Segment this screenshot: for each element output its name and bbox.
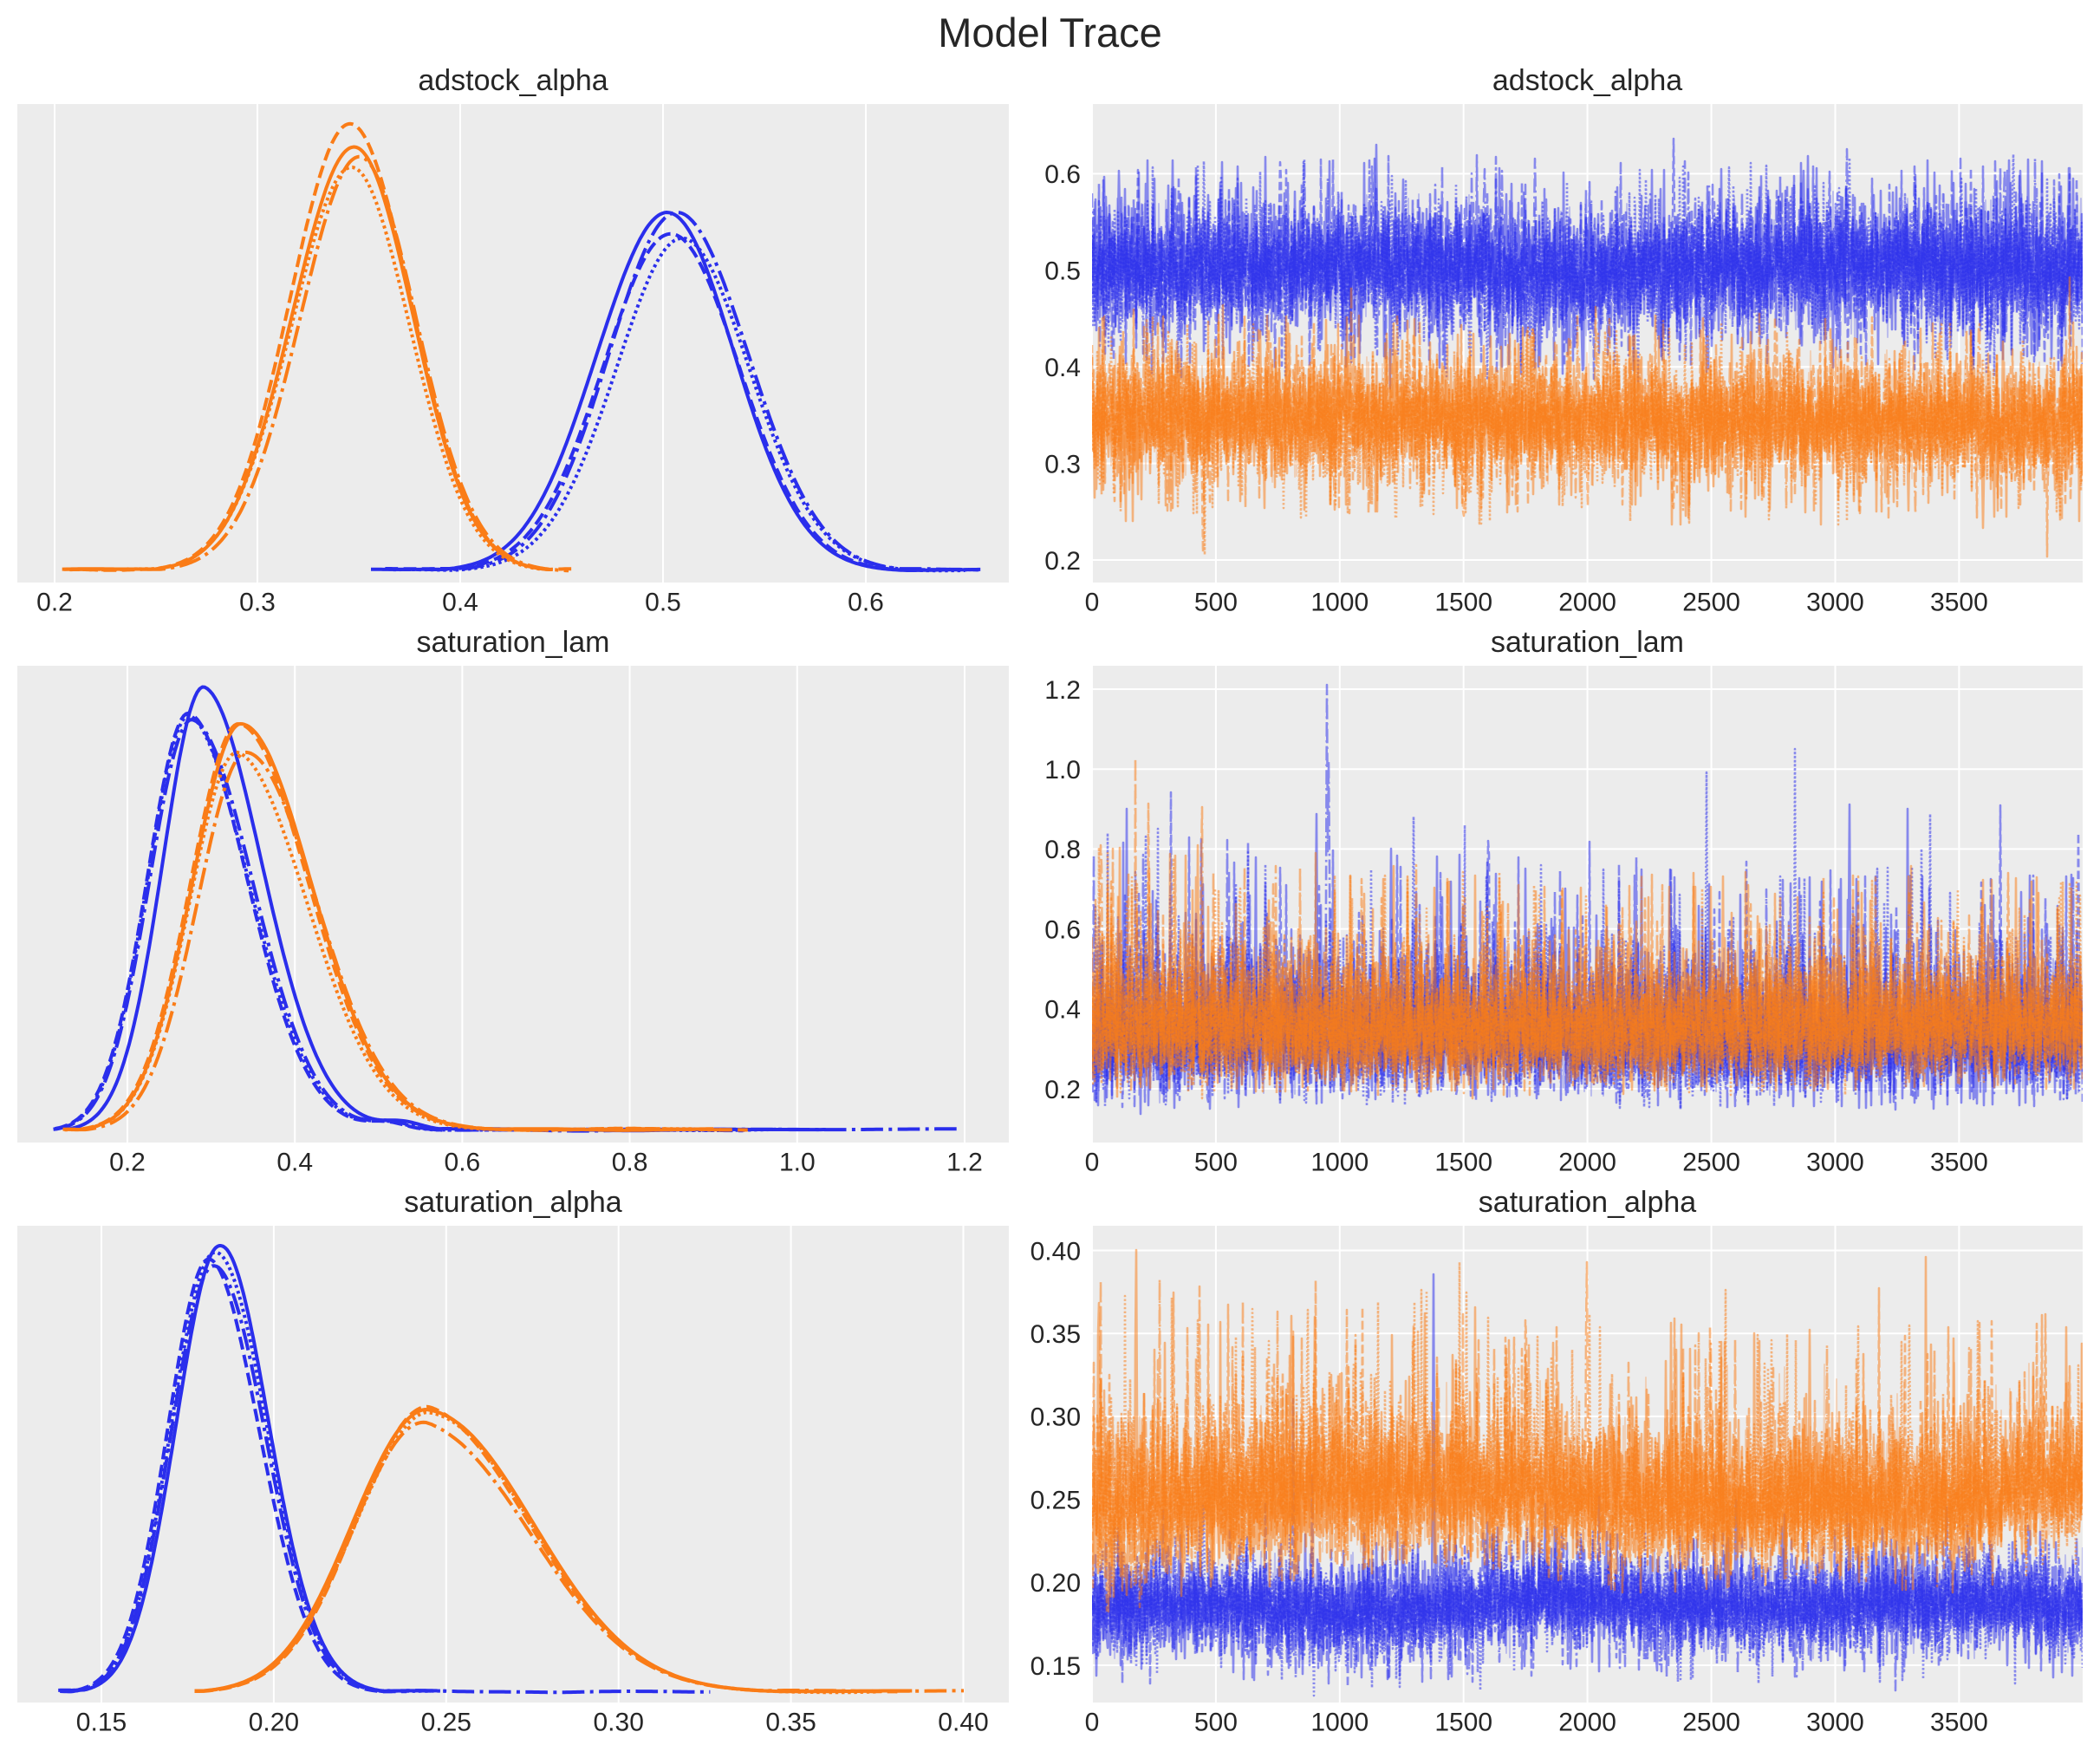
svg-text:0.15: 0.15 [76, 1709, 127, 1737]
svg-text:0.8: 0.8 [612, 1149, 648, 1177]
svg-text:1500: 1500 [1434, 1149, 1492, 1177]
svg-text:500: 500 [1194, 589, 1238, 617]
svg-text:saturation_lam: saturation_lam [416, 626, 609, 659]
svg-text:1.0: 1.0 [779, 1149, 816, 1177]
svg-text:0.20: 0.20 [1030, 1569, 1081, 1598]
svg-text:0.4: 0.4 [442, 589, 478, 617]
svg-text:saturation_lam: saturation_lam [1491, 626, 1684, 659]
svg-text:0.4: 0.4 [1044, 996, 1081, 1025]
svg-text:0.6: 0.6 [1044, 160, 1081, 189]
svg-text:saturation_alpha: saturation_alpha [1479, 1186, 1697, 1219]
svg-text:0.40: 0.40 [938, 1709, 988, 1737]
svg-text:adstock_alpha: adstock_alpha [418, 64, 608, 97]
svg-text:0.4: 0.4 [276, 1149, 313, 1177]
svg-text:0.3: 0.3 [1044, 450, 1081, 479]
svg-text:0.3: 0.3 [239, 589, 276, 617]
svg-text:1.0: 1.0 [1044, 756, 1081, 785]
svg-text:1000: 1000 [1310, 589, 1369, 617]
svg-text:2000: 2000 [1558, 589, 1616, 617]
svg-text:0.40: 0.40 [1030, 1237, 1081, 1266]
svg-text:3000: 3000 [1806, 1709, 1864, 1737]
svg-text:1000: 1000 [1310, 1709, 1369, 1737]
svg-text:3500: 3500 [1930, 1149, 1988, 1177]
svg-text:0.2: 0.2 [1044, 1076, 1081, 1104]
svg-text:0.25: 0.25 [1030, 1486, 1081, 1514]
svg-text:0.15: 0.15 [1030, 1652, 1081, 1681]
svg-text:0.4: 0.4 [1044, 354, 1081, 382]
svg-text:0.5: 0.5 [645, 589, 681, 617]
svg-text:0.2: 0.2 [1044, 547, 1081, 576]
svg-text:0.25: 0.25 [421, 1709, 471, 1737]
svg-text:0: 0 [1085, 1149, 1100, 1177]
svg-text:0.20: 0.20 [249, 1709, 299, 1737]
svg-text:0.2: 0.2 [36, 589, 73, 617]
svg-text:2000: 2000 [1558, 1709, 1616, 1737]
svg-text:0.6: 0.6 [1044, 915, 1081, 944]
svg-text:2500: 2500 [1682, 1149, 1740, 1177]
svg-text:adstock_alpha: adstock_alpha [1492, 64, 1682, 97]
svg-text:0.6: 0.6 [445, 1149, 481, 1177]
svg-text:1.2: 1.2 [1044, 676, 1081, 705]
svg-text:3000: 3000 [1806, 1149, 1864, 1177]
svg-text:saturation_alpha: saturation_alpha [404, 1186, 622, 1219]
svg-text:0.35: 0.35 [765, 1709, 816, 1737]
svg-text:1500: 1500 [1434, 589, 1492, 617]
svg-text:2500: 2500 [1682, 1709, 1740, 1737]
svg-text:1500: 1500 [1434, 1709, 1492, 1737]
svg-text:Model Trace: Model Trace [938, 10, 1162, 55]
svg-text:500: 500 [1194, 1709, 1238, 1737]
svg-text:0.30: 0.30 [594, 1709, 644, 1737]
svg-text:3000: 3000 [1806, 589, 1864, 617]
svg-text:500: 500 [1194, 1149, 1238, 1177]
svg-text:0.5: 0.5 [1044, 257, 1081, 286]
svg-text:0.8: 0.8 [1044, 836, 1081, 864]
svg-text:2500: 2500 [1682, 589, 1740, 617]
svg-text:1000: 1000 [1310, 1149, 1369, 1177]
svg-text:0: 0 [1085, 589, 1100, 617]
svg-text:0.6: 0.6 [848, 589, 884, 617]
svg-text:0.2: 0.2 [109, 1149, 146, 1177]
svg-text:1.2: 1.2 [946, 1149, 983, 1177]
svg-text:0.35: 0.35 [1030, 1320, 1081, 1349]
svg-text:3500: 3500 [1930, 1709, 1988, 1737]
svg-text:2000: 2000 [1558, 1149, 1616, 1177]
svg-text:0: 0 [1085, 1709, 1100, 1737]
svg-text:0.30: 0.30 [1030, 1403, 1081, 1432]
svg-text:3500: 3500 [1930, 589, 1988, 617]
